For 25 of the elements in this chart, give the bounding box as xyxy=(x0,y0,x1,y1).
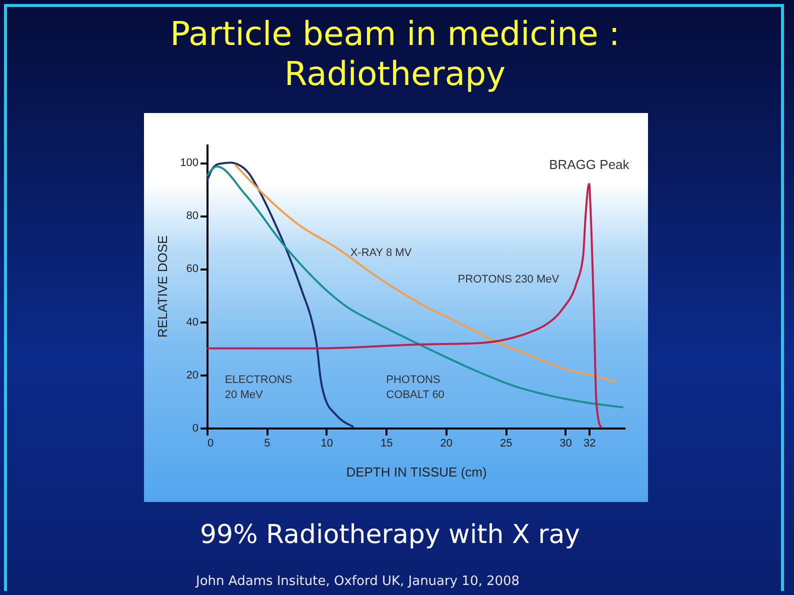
x-tick-label: 25 xyxy=(500,438,512,450)
text: ELECTRONS 20 MeV xyxy=(224,374,292,402)
x-tick-label: 0 xyxy=(208,438,214,450)
x-tick-label: 20 xyxy=(440,438,452,450)
x-tick-label: 30 xyxy=(560,438,572,450)
y-tick-label: 0 xyxy=(192,422,198,434)
y-tick-label: 80 xyxy=(186,210,198,222)
x-tick-label: 32 xyxy=(584,438,596,450)
text: John Adams Insitute, Oxford UK, January 10, 2008 xyxy=(196,574,520,589)
x-tick-label: 10 xyxy=(320,438,334,450)
series-label: X-RAY 8 MV xyxy=(350,246,412,259)
x-tick-label: 15 xyxy=(380,438,393,450)
chart-title: Particle beam in medicine : Radiotherapy xyxy=(169,14,621,94)
x-axis-title: DEPTH IN TISSUE (cm) xyxy=(346,464,487,480)
y-tick-label: 60 xyxy=(186,263,198,276)
y-tick-label: 100 xyxy=(180,157,198,170)
text: 99% Radiotherapy with X ray xyxy=(200,520,580,550)
series-label: PHOTONS COBALT 60 xyxy=(386,374,444,402)
x-tick-label: 5 xyxy=(264,438,270,450)
series-label: PROTONS 230 MeV xyxy=(458,273,560,286)
y-axis-title: RELATIVE DOSE xyxy=(155,235,170,338)
line-series xyxy=(207,182,604,428)
y-tick-label: 40 xyxy=(186,316,198,328)
y-tick-label: 20 xyxy=(186,369,198,382)
annotation: BRAGG Peak xyxy=(549,156,630,172)
